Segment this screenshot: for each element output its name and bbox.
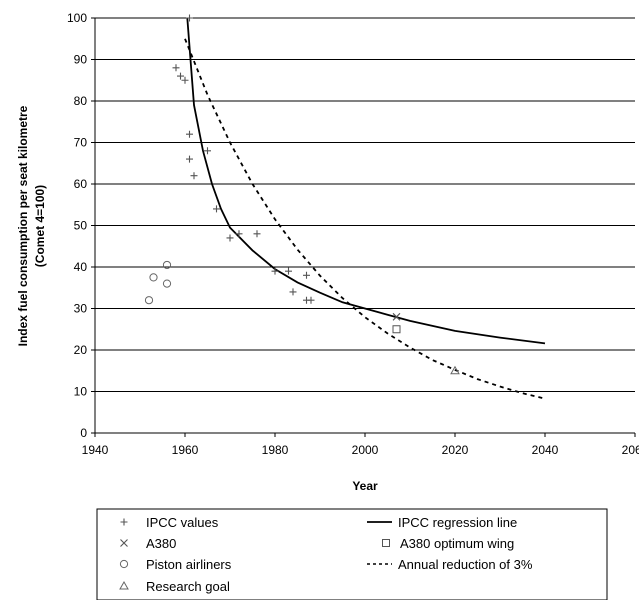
x-tick-label: 1940 <box>82 443 109 457</box>
ipcc-values-point <box>204 147 211 155</box>
y-tick-label: 90 <box>74 53 88 67</box>
a380-optimum-wing-point <box>392 325 401 334</box>
legend-swatch-a380-optimum-wing <box>382 539 390 547</box>
x-tick-label: 2000 <box>352 443 379 457</box>
a380-point <box>392 312 401 321</box>
series-points <box>144 14 460 375</box>
y-tick-label: 20 <box>74 343 88 357</box>
x-tick-label: 1980 <box>262 443 289 457</box>
ipcc-values-point <box>226 234 234 242</box>
ipcc-values-point <box>271 267 279 275</box>
ipcc-values-point <box>303 271 310 279</box>
y-tick-label: 40 <box>74 260 88 274</box>
y-tick-label: 80 <box>74 94 88 108</box>
legend-swatch-ipcc-values <box>120 518 128 526</box>
ipcc-values-point <box>181 76 189 84</box>
y-tick-label: 70 <box>74 136 88 150</box>
y-tick-label: 10 <box>74 385 88 399</box>
piston-airliners-point <box>162 260 172 270</box>
y-tick-label: 100 <box>67 11 87 25</box>
y-tick-labels: 0 10 20 30 40 50 60 70 80 90 100 <box>67 11 95 440</box>
ipcc-values-point <box>186 130 193 138</box>
legend: IPCC values IPCC regression line A380 A380 … <box>96 508 608 600</box>
ipcc-values-point <box>253 230 261 238</box>
legend-swatch-research-goal <box>119 580 129 590</box>
legend-label-ipcc-values: IPCC values <box>146 515 219 530</box>
legend-label-a380-optimum-wing: A380 optimum wing <box>400 536 514 551</box>
annual-reduction-of-3-line <box>184 38 546 400</box>
ipcc-values-point <box>186 155 193 163</box>
ipcc-values-point <box>186 14 193 22</box>
piston-airliners-point <box>149 273 158 282</box>
x-tick-label: 1960 <box>172 443 199 457</box>
y-tick-label: 50 <box>74 219 88 233</box>
x-tick-labels: 1940 1960 1980 2000 2020 2040 2060 <box>82 433 639 457</box>
y-tick-label: 60 <box>74 177 88 191</box>
series-lines <box>184 17 546 400</box>
ipcc-values-point <box>190 172 198 180</box>
ipcc-values-point <box>177 72 184 80</box>
x-tick-label: 2060 <box>622 443 639 457</box>
piston-airliners-point <box>162 279 172 288</box>
piston-airliners-point <box>144 296 154 305</box>
ipcc-values-point <box>235 230 243 238</box>
y-axis-title-line2: (Comet 4=100) <box>33 185 47 267</box>
legend-label-research-goal: Research goal <box>146 579 230 594</box>
ipcc-values-point <box>213 205 220 213</box>
legend-label-piston-airliners: Piston airliners <box>146 557 232 572</box>
legend-swatch-piston-airliners <box>119 559 129 569</box>
x-tick-label: 2020 <box>442 443 469 457</box>
ipcc-values-point <box>285 267 292 275</box>
x-axis-title: Year <box>352 479 378 493</box>
ipcc-values-point <box>289 288 297 296</box>
gridlines <box>95 17 635 392</box>
y-tick-label: 30 <box>74 302 88 316</box>
y-tick-label: 0 <box>80 426 87 440</box>
ipcc-regression-line-line <box>186 17 546 345</box>
legend-swatch-a380 <box>120 539 128 547</box>
legend-label-a380: A380 <box>146 536 176 551</box>
ipcc-values-point <box>307 296 315 304</box>
legend-label-ipcc-regression-line: IPCC regression line <box>398 515 517 530</box>
x-tick-label: 2040 <box>532 443 559 457</box>
y-axis-title-line1: Index fuel consumption per seat kilometr… <box>16 105 30 346</box>
ipcc-values-point <box>172 64 180 72</box>
legend-box <box>96 508 608 600</box>
legend-label-annual-reduction-of-3: Annual reduction of 3% <box>398 557 533 572</box>
research-goal-point <box>450 365 460 375</box>
